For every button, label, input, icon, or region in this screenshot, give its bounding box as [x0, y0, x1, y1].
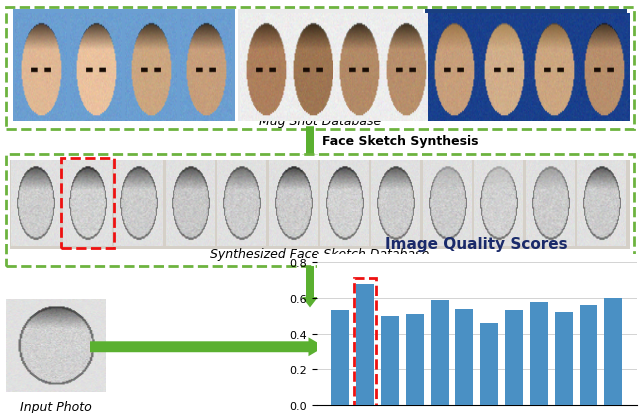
Bar [354, 278, 376, 406]
Bar [580, 306, 597, 405]
Bar [356, 284, 374, 405]
Bar [10, 161, 630, 249]
Bar [381, 316, 399, 405]
Bar [480, 323, 498, 405]
Text: Synthesized Face Sketch Database: Synthesized Face Sketch Database [211, 248, 429, 261]
Text: Image Quality Assessment: Image Quality Assessment [322, 274, 508, 287]
Bar [505, 311, 523, 405]
Text: Input Photo: Input Photo [20, 400, 92, 413]
FancyArrow shape [90, 337, 324, 356]
Bar [239, 9, 424, 121]
Bar [431, 300, 449, 405]
Bar [13, 9, 236, 121]
Title: Image Quality Scores: Image Quality Scores [385, 237, 568, 252]
Bar [456, 309, 474, 405]
Bar [426, 9, 627, 121]
Bar [332, 311, 349, 405]
FancyArrow shape [302, 266, 318, 308]
Bar [406, 314, 424, 405]
Bar [604, 298, 622, 405]
FancyArrow shape [302, 127, 318, 165]
Bar [530, 302, 548, 405]
Text: Mug Shot Database: Mug Shot Database [259, 115, 381, 128]
Text: Face Sketch Synthesis: Face Sketch Synthesis [322, 135, 479, 147]
Bar [555, 313, 573, 405]
